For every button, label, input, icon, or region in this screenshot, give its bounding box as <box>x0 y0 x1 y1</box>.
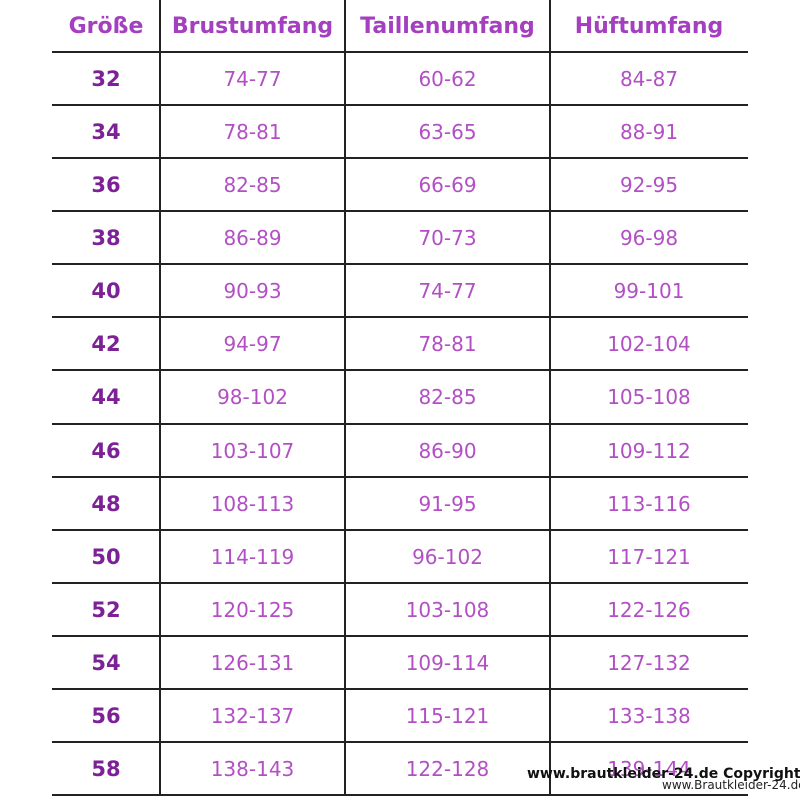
header-cell: Hüftumfang <box>574 13 724 39</box>
row-line <box>52 529 748 531</box>
measure-cell: 98-102 <box>217 385 288 409</box>
measure-cell: 102-104 <box>607 331 691 356</box>
row-line <box>52 423 748 425</box>
measure-cell: 96-98 <box>619 225 679 250</box>
row-line <box>52 104 748 106</box>
measure-cell: 109-112 <box>607 438 691 463</box>
measure-cell: 96-102 <box>412 544 483 569</box>
size-cell: 48 <box>91 491 121 516</box>
measure-cell: 105-108 <box>607 385 691 409</box>
watermark: www.brautkleider-24.de Copyright <box>527 766 800 782</box>
column-line <box>344 0 346 795</box>
measure-cell: 127-132 <box>607 650 691 675</box>
measure-cell: 126-131 <box>210 650 295 675</box>
measure-cell: 109-114 <box>405 650 490 675</box>
measure-cell: 66-69 <box>418 172 477 197</box>
measure-cell: 78-81 <box>223 119 282 144</box>
measure-cell: 82-85 <box>418 385 477 409</box>
row-line <box>52 263 748 265</box>
measure-cell: 86-89 <box>223 225 282 250</box>
measure-cell: 133-138 <box>607 703 691 728</box>
measure-cell: 122-126 <box>607 597 691 622</box>
measure-cell: 91-95 <box>418 491 477 516</box>
size-cell: 58 <box>91 756 121 781</box>
measure-cell: 114-119 <box>210 544 295 569</box>
measure-cell: 74-77 <box>418 278 477 303</box>
measure-cell: 113-116 <box>607 491 691 516</box>
measure-cell: 78-81 <box>418 331 477 356</box>
row-line <box>52 157 748 159</box>
row-line <box>52 369 748 371</box>
row-line <box>52 688 748 690</box>
size-cell: 52 <box>91 597 121 622</box>
measure-cell: 117-121 <box>607 544 691 569</box>
size-cell: 42 <box>91 331 121 356</box>
size-cell: 34 <box>91 119 121 144</box>
row-line <box>52 51 748 53</box>
size-cell: 40 <box>91 278 121 303</box>
size-cell: 32 <box>91 66 121 91</box>
measure-cell: 115-121 <box>405 703 490 728</box>
column-line <box>159 0 161 795</box>
measure-cell: 60-62 <box>418 66 477 91</box>
watermark-small: www.Brautkleider-24.de <box>662 778 800 792</box>
row-line <box>52 316 748 318</box>
header-cell: Brustumfang <box>171 13 334 39</box>
size-cell: 38 <box>91 225 121 250</box>
row-line <box>52 794 748 796</box>
measure-cell: 103-107 <box>210 438 295 463</box>
measure-cell: 74-77 <box>223 66 282 91</box>
row-line <box>52 741 748 743</box>
row-line <box>52 210 748 212</box>
measure-cell: 94-97 <box>223 331 282 356</box>
measure-cell: 138-143 <box>210 756 295 781</box>
header-cell: Taillenumfang <box>360 13 535 39</box>
measure-cell: 63-65 <box>418 119 477 144</box>
measure-cell: 92-95 <box>619 172 679 197</box>
size-cell: 36 <box>91 172 121 197</box>
row-line <box>52 582 748 584</box>
measure-cell: 70-73 <box>418 225 477 250</box>
measure-cell: 86-90 <box>418 438 477 463</box>
measure-cell: 132-137 <box>210 703 295 728</box>
measure-cell: 108-113 <box>210 491 295 516</box>
measure-cell: 120-125 <box>210 597 295 622</box>
row-line <box>52 635 748 637</box>
measure-cell: 88-91 <box>619 119 679 144</box>
row-line <box>52 476 748 478</box>
size-cell: 54 <box>91 650 121 675</box>
measure-cell: 103-108 <box>405 597 490 622</box>
size-cell: 56 <box>91 703 121 728</box>
size-cell: 44 <box>91 385 121 409</box>
measure-cell: 139-144 <box>607 756 691 781</box>
size-cell: 50 <box>91 544 121 569</box>
measure-cell: 99-101 <box>613 278 685 303</box>
column-line <box>549 0 551 795</box>
header-cell: Größe <box>68 13 144 39</box>
size-cell: 46 <box>91 438 121 463</box>
measure-cell: 84-87 <box>619 66 679 91</box>
measure-cell: 82-85 <box>223 172 282 197</box>
measure-cell: 122-128 <box>405 756 490 781</box>
measure-cell: 90-93 <box>223 278 282 303</box>
